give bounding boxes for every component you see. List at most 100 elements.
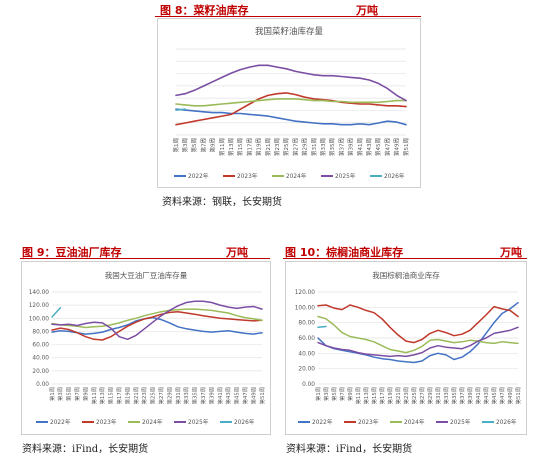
fig9-x-tick-label: 第45周 [233, 387, 241, 404]
fig9-x-tick-label: 第43周 [224, 387, 232, 404]
fig8-x-tick-label: 第17周 [245, 138, 253, 156]
fig8-x-tick-label: 第35周 [328, 138, 336, 156]
fig9-x-tick-label: 第35周 [191, 387, 199, 404]
fig8-x-tick-label: 第47周 [383, 138, 391, 156]
fig10-x-tick-label: 第3周 [322, 387, 330, 401]
fig10-x-tick-label: 第21周 [394, 387, 402, 404]
fig8-x-tick-label: 第23周 [273, 138, 281, 156]
fig10-x-tick-label: 第51周 [514, 387, 522, 404]
fig9-series-2026-line [51, 307, 62, 318]
fig10-y-tick-label: 40.00 [298, 351, 315, 357]
fig10-x-tick-label: 第25周 [410, 387, 418, 404]
fig9-y-tick-label: 140.00 [29, 290, 50, 296]
fig8-legend-label-2025: 2025年 [335, 172, 356, 180]
fig8-x-tick-label: 第43周 [365, 138, 373, 156]
figure-10-chart-box: 我国棕榈油商业库存 0.00 20.00 40.00 60.00 80.00 100.00 1… [285, 261, 527, 435]
fig9-x-tick-label: 第49周 [249, 387, 257, 404]
figure-8-title: 图 8：菜籽油库存 [160, 4, 249, 17]
fig8-series-2025-line [175, 64, 407, 102]
fig9-x-tick-label: 第19周 [123, 387, 131, 404]
fig9-x-tick-label: 第39周 [207, 387, 215, 404]
fig9-y-tick-label: 100.00 [29, 316, 50, 322]
figure-8-unit: 万吨 [356, 4, 378, 17]
fig9-series-2025-line [51, 300, 263, 341]
fig10-series-2022-line [317, 301, 519, 364]
fig10-x-tick-label: 第23周 [402, 387, 410, 404]
fig10-legend-label-2024: 2024年 [404, 418, 425, 426]
fig8-x-tick-label: 第49周 [393, 138, 401, 156]
fig8-x-tick-label: 第9周 [209, 138, 217, 153]
fig10-x-tick-label: 第33周 [442, 387, 450, 404]
figure-9-unit: 万吨 [226, 246, 248, 259]
fig9-x-tick-label: 第37周 [199, 387, 207, 404]
fig8-x-tick-label: 第39周 [347, 138, 355, 156]
fig8-x-tick-label: 第19周 [255, 138, 263, 156]
figure-10-rule [283, 258, 527, 259]
fig10-x-tick-label: 第49周 [506, 387, 514, 404]
figure-8-source: 资料来源：钢联，长安期货 [162, 197, 282, 208]
fig8-series-2026-line [175, 108, 186, 111]
fig9-x-tick-label: 第47周 [241, 387, 249, 404]
fig9-legend-label-2024: 2024年 [142, 418, 163, 426]
fig9-x-tick-label: 第9周 [81, 387, 89, 401]
fig10-legend-label-2025: 2025年 [450, 418, 471, 426]
fig9-x-tick-label: 第15周 [107, 387, 115, 404]
fig10-x-tick-label: 第9周 [346, 387, 354, 401]
fig9-x-tick-label: 第11周 [90, 387, 98, 404]
fig9-y-tick-label: 60.00 [32, 343, 49, 349]
fig10-series-2023-line [317, 304, 519, 344]
fig9-x-tick-label: 第25周 [149, 387, 157, 404]
figure-8-chart: 我国菜籽油库存量第1周 第3周 第5周 第7周 第9周 第11周 第13周 第15周 第17周第… [172, 26, 410, 180]
fig9-x-tick-label: 第33周 [182, 387, 190, 404]
fig8-x-tick-label: 第27周 [291, 138, 299, 156]
fig8-x-tick-label: 第21周 [264, 138, 272, 156]
fig10-x-tick-label: 第37周 [458, 387, 466, 404]
fig10-x-tick-label: 第11周 [354, 387, 362, 404]
fig8-x-tick-label: 第3周 [181, 138, 189, 153]
fig9-y-tick-label: 80.00 [32, 329, 49, 335]
fig9-x-tick-label: 第5周 [65, 387, 73, 401]
figure-9-chart-box: 我国大豆油厂豆油库存量 0.00 20.00 40.00 60.00 80.00 100.0… [21, 261, 271, 435]
fig8-legend-label-2024: 2024年 [286, 172, 307, 180]
fig9-series-2024-line [51, 308, 263, 329]
fig9-x-tick-label: 第27周 [157, 387, 165, 404]
fig8-x-tick-label: 第33周 [319, 138, 327, 156]
fig10-x-tick-label: 第15周 [370, 387, 378, 404]
fig10-legend-label-2026: 2026年 [496, 418, 517, 426]
figure-8-rule [155, 16, 421, 17]
fig8-chart-title: 我国菜籽油库存量 [255, 26, 324, 37]
fig10-x-tick-label: 第47周 [498, 387, 506, 404]
fig8-x-tick-label: 第25周 [282, 138, 290, 156]
fig9-x-tick-label: 第29周 [165, 387, 173, 404]
fig8-series-2024-line [175, 98, 407, 107]
fig8-series-2023-line [175, 92, 407, 126]
fig9-legend-label-2023: 2023年 [96, 418, 117, 426]
fig8-x-tick-label: 第51周 [402, 138, 410, 156]
fig10-x-tick-label: 第41周 [474, 387, 482, 404]
fig8-x-tick-label: 第11周 [218, 138, 226, 156]
fig8-x-tick-label: 第5周 [190, 138, 198, 153]
fig10-x-tick-label: 第5周 [330, 387, 338, 401]
figure-9-rule [20, 258, 270, 259]
fig9-x-tick-label: 第17周 [115, 387, 123, 404]
fig9-y-tick-label: 20.00 [32, 369, 49, 375]
fig8-x-tick-label: 第7周 [199, 138, 207, 153]
fig8-legend-label-2023: 2023年 [237, 172, 258, 180]
figure-10-unit: 万吨 [500, 246, 522, 259]
fig10-y-tick-label: 100.00 [295, 305, 316, 311]
figure-9-source: 资料来源：iFind，长安期货 [22, 444, 149, 455]
fig8-x-tick-label: 第13周 [227, 138, 235, 156]
fig9-y-tick-label: 0.00 [36, 382, 49, 388]
fig9-series-2023-line [51, 310, 263, 341]
fig8-legend-label-2022: 2022年 [188, 172, 209, 180]
fig9-legend-label-2026: 2026年 [234, 418, 255, 426]
fig9-x-tick-label: 第41周 [216, 387, 224, 404]
fig9-x-tick-label: 第51周 [258, 387, 266, 404]
figure-8-chart-box: 我国菜籽油库存量 第1周 第3周 第5周 第7周 第9周 第11周 第13周 第15周 第17周第… [157, 18, 421, 188]
fig10-x-tick-label: 第27周 [418, 387, 426, 404]
fig10-x-tick-label: 第39周 [466, 387, 474, 404]
figure-10-title: 图 10：棕榈油商业库存 [285, 246, 404, 259]
figure-9-title: 图 9：豆油油厂库存 [22, 246, 122, 259]
fig10-series-2024-line [317, 315, 519, 354]
fig8-x-tick-label: 第15周 [236, 138, 244, 156]
